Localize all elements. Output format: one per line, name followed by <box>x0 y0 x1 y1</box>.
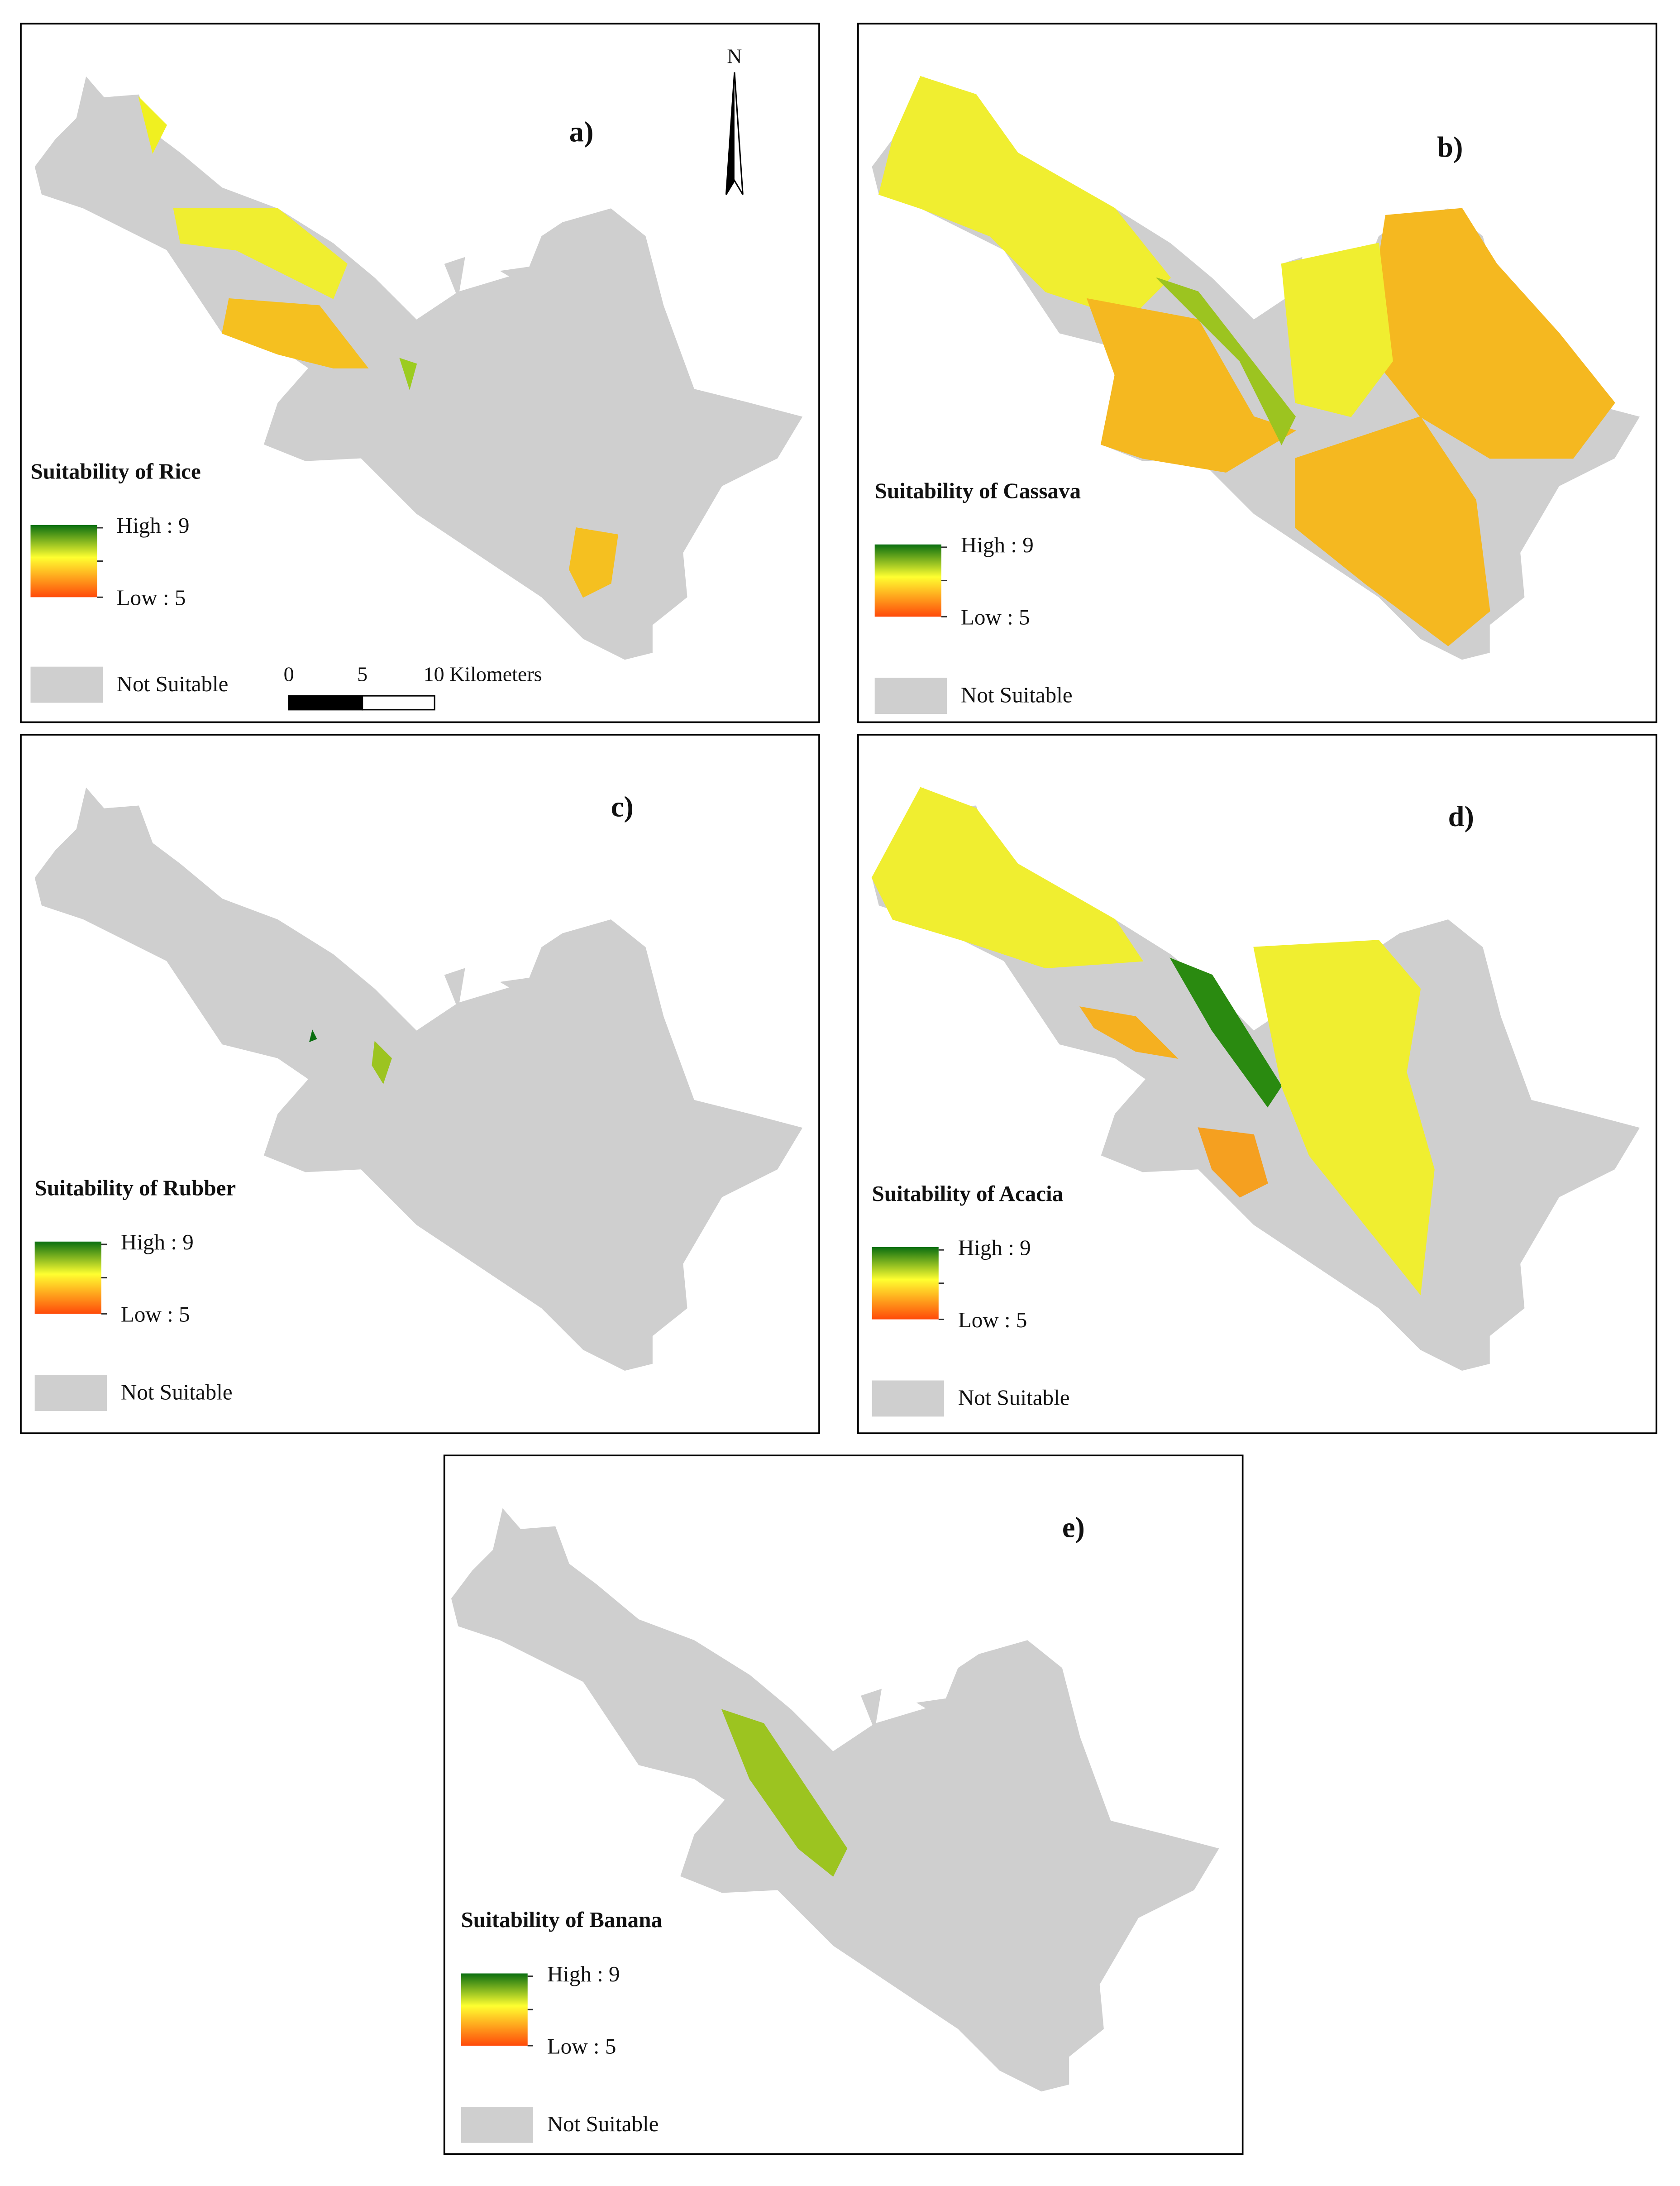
not-suitable-area <box>34 76 803 660</box>
suitable-area <box>1198 1127 1268 1198</box>
legend-not-suitable: Not Suitable <box>547 2111 659 2136</box>
legend-low: Low : 5 <box>117 585 186 610</box>
suitable-area <box>721 1709 848 1877</box>
legend-not-suitable-swatch <box>30 666 103 703</box>
legend-low: Low : 5 <box>961 605 1030 630</box>
legend-high: High : 9 <box>121 1229 194 1254</box>
legend-low: Low : 5 <box>547 2033 616 2058</box>
legend-not-suitable: Not Suitable <box>117 671 229 696</box>
legend-low: Low : 5 <box>958 1307 1027 1332</box>
legend-not-suitable: Not Suitable <box>958 1385 1070 1410</box>
map-panel: e) Suitability of Banana High : 9 Low : 5 No… <box>443 1454 1244 2155</box>
scale-label: 10 Kilometers <box>424 663 542 686</box>
scale-label: 0 <box>284 663 294 686</box>
suitable-area <box>309 1029 317 1043</box>
panel-label: a) <box>569 116 594 148</box>
suitable-area <box>1253 940 1435 1296</box>
map <box>872 76 1640 660</box>
legend-title: Suitability of Rubber <box>35 1176 236 1201</box>
legend-title: Suitability of Rice <box>30 459 200 484</box>
map-panel: c) Suitability of Rubber High : 9 Low : 5 No… <box>20 734 820 1434</box>
not-suitable-area <box>451 1508 1219 2092</box>
suitable-area <box>221 298 369 368</box>
legend-not-suitable-swatch <box>461 2106 534 2143</box>
suitable-area <box>173 208 348 299</box>
suitable-area <box>1086 298 1297 473</box>
legend-not-suitable-swatch <box>872 1380 945 1417</box>
legend-gradient <box>30 525 97 598</box>
not-suitable-area <box>34 787 803 1371</box>
map <box>34 76 803 660</box>
legend-high: High : 9 <box>958 1235 1031 1260</box>
suitable-area <box>1295 416 1490 646</box>
legend-high: High : 9 <box>547 1961 620 1986</box>
suitable-area <box>399 358 417 390</box>
legend-high: High : 9 <box>961 532 1034 557</box>
legend-high: High : 9 <box>117 513 190 538</box>
legend-gradient <box>874 544 941 617</box>
panel-label: e) <box>1062 1512 1085 1544</box>
suitable-area <box>372 1041 392 1084</box>
legend-title: Suitability of Acacia <box>872 1181 1064 1206</box>
panel-label: d) <box>1448 800 1474 832</box>
legend-low: Low : 5 <box>121 1302 190 1327</box>
suitable-area <box>138 96 167 154</box>
panel-frame <box>443 1454 1244 2155</box>
panel-label: b) <box>1437 131 1463 163</box>
legend-gradient <box>461 1973 528 2046</box>
legend-title: Suitability of Cassava <box>875 478 1081 503</box>
legend-gradient <box>34 1241 101 1314</box>
north-label: N <box>727 45 742 68</box>
suitable-area <box>1169 957 1282 1108</box>
legend-not-suitable: Not Suitable <box>121 1379 233 1404</box>
map-panel: d) Suitability of Acacia High : 9 Low : 5 No… <box>857 734 1657 1434</box>
panel-frame <box>857 734 1657 1434</box>
legend-not-suitable-swatch <box>874 678 947 714</box>
suitable-area <box>568 527 619 598</box>
panel-frame <box>20 23 820 723</box>
legend-not-suitable: Not Suitable <box>961 682 1073 707</box>
map <box>451 1508 1219 2092</box>
map-panel: a) Suitability of Rice High : 9 Low : 5 Not … <box>20 23 820 723</box>
map <box>34 787 803 1371</box>
scale-bar-black <box>288 695 363 711</box>
scale-label: 5 <box>357 663 368 686</box>
legend-not-suitable-swatch <box>34 1375 107 1411</box>
map-panel: b) Suitability of Cassava High : 9 Low : 5 N… <box>857 23 1657 723</box>
panel-label: c) <box>611 790 634 823</box>
map <box>871 787 1640 1371</box>
legend-gradient <box>872 1247 939 1320</box>
suitable-area <box>871 787 1144 969</box>
scale-bar-white <box>362 695 435 711</box>
suitable-area <box>1364 208 1615 459</box>
suitable-area <box>1156 277 1296 445</box>
suitable-area <box>878 76 1171 320</box>
legend-title: Suitability of Banana <box>461 1907 662 1932</box>
panel-frame <box>20 734 820 1434</box>
suitable-area <box>1079 1006 1179 1059</box>
panel-frame <box>857 23 1657 723</box>
suitable-area <box>1281 243 1393 417</box>
